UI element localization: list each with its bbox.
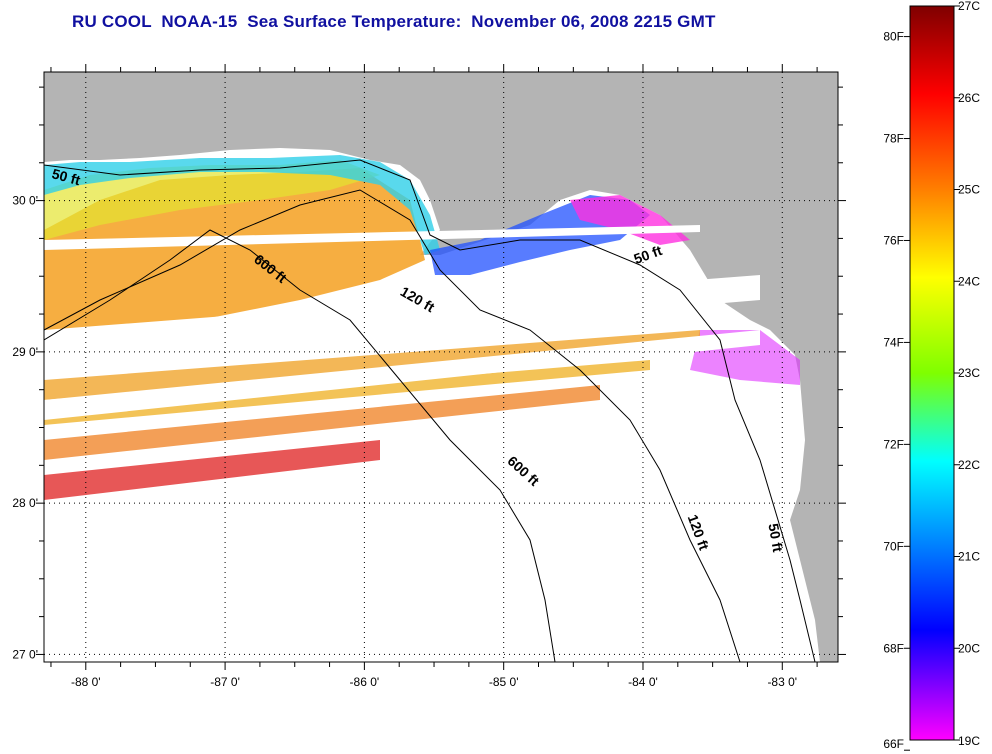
axis-labels: -88 0' -87 0' -86 0' -85 0' -84 0' -83 0' 30 0… (12, 194, 797, 689)
colorbar-label-fahrenheit: 74F (883, 335, 904, 349)
temperature-colorbar (909, 5, 955, 741)
lat-lon-grid (44, 72, 838, 662)
colorbar-label-fahrenheit: 78F (883, 132, 904, 146)
y-tick-label: 27 0' (12, 647, 38, 661)
colorbar-labels: 27C 26C 25C 24C 23C 22C 21C 20C 19C 80F 78F 76F 74F 7… (883, 0, 980, 751)
x-tick-label: -85 0' (489, 675, 519, 689)
colorbar-label-celsius: 20C (958, 641, 980, 655)
x-tick-label: -83 0' (767, 675, 797, 689)
y-tick-label: 28 0' (12, 496, 38, 510)
isobath-label: 50 ft (765, 522, 786, 553)
isobath-120ft (44, 189, 741, 662)
colorbar-label-fahrenheit: 76F (883, 233, 904, 247)
y-tick-label: 30 0' (12, 194, 38, 208)
isobath-50ft (44, 159, 816, 662)
sst-cyan-zone (44, 155, 440, 255)
y-tick-label: 29 0' (12, 345, 38, 359)
colorbar-label-celsius: 24C (958, 274, 980, 288)
colorbar-label-celsius: 21C (958, 550, 980, 564)
map-title: RU COOL NOAA-15 Sea Surface Temperature:… (72, 12, 716, 31)
colorbar-label-celsius: 19C (958, 734, 980, 748)
colorbar-label-fahrenheit: 80F (883, 30, 904, 44)
colorbar-label-celsius: 25C (958, 183, 980, 197)
x-tick-label: -88 0' (71, 675, 101, 689)
colorbar-label-celsius: 26C (958, 91, 980, 105)
colorbar-label-fahrenheit: 70F (883, 539, 904, 553)
land-mass (44, 72, 838, 662)
colorbar-label-fahrenheit: 68F (883, 641, 904, 655)
map-frame (43, 71, 839, 663)
colorbar-label-fahrenheit: 72F (883, 437, 904, 451)
axis-ticks (36, 64, 846, 670)
colorbar-label-celsius: 23C (958, 366, 980, 380)
isobath-600ft (44, 229, 556, 662)
x-tick-label: -87 0' (210, 675, 240, 689)
colorbar-label-celsius: 22C (958, 458, 980, 472)
sst-yellow-zone (44, 160, 380, 240)
colorbar-label-celsius: 27C (958, 0, 980, 13)
cloud-gap-bands (44, 225, 760, 420)
x-tick-label: -86 0' (350, 675, 380, 689)
sst-swath-bands (44, 330, 700, 500)
colorbar-label-fahrenheit: 66F (883, 737, 904, 751)
x-tick-label: -84 0' (628, 675, 658, 689)
isobath-label: 50 ft (50, 165, 82, 188)
